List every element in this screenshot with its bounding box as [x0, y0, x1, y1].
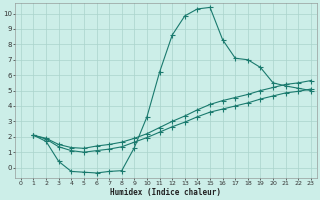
X-axis label: Humidex (Indice chaleur): Humidex (Indice chaleur)	[110, 188, 221, 197]
